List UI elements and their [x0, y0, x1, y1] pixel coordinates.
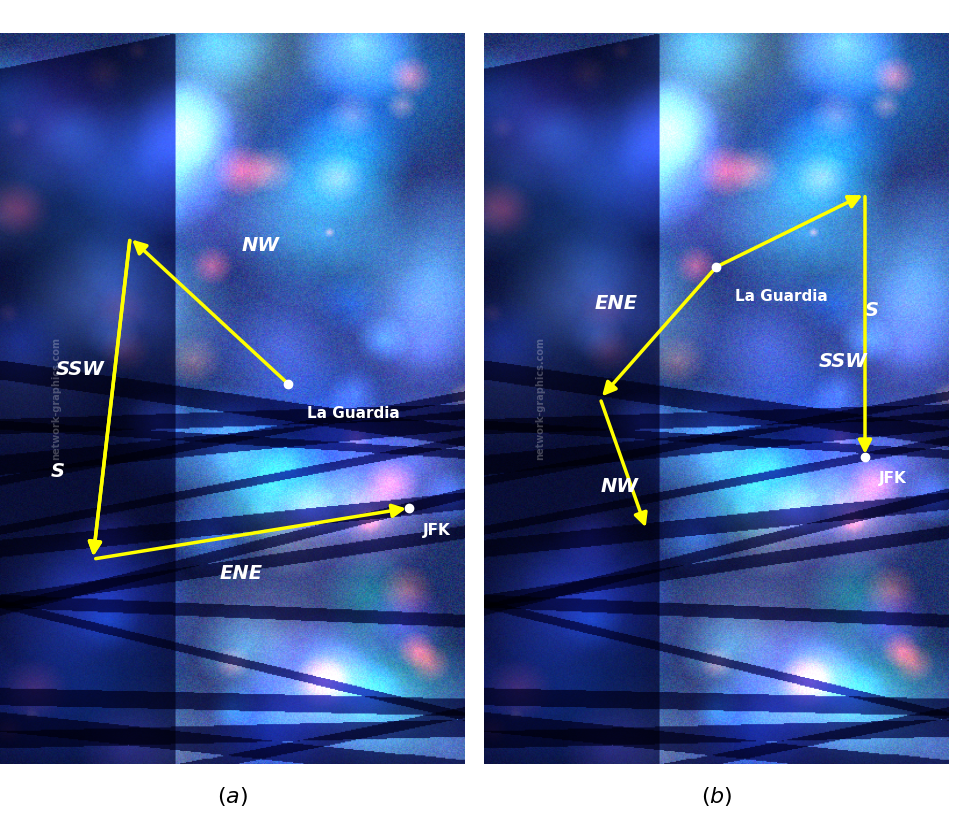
Text: $(b)$: $(b)$: [701, 785, 732, 808]
Text: La Guardia: La Guardia: [307, 406, 400, 421]
Text: S: S: [865, 301, 879, 320]
Text: $(a)$: $(a)$: [217, 785, 248, 808]
Text: network-graphics.com: network-graphics.com: [50, 337, 61, 460]
Text: La Guardia: La Guardia: [735, 289, 828, 304]
Text: NW: NW: [600, 476, 638, 496]
Text: ENE: ENE: [220, 564, 263, 583]
Text: SSW: SSW: [56, 359, 105, 378]
Text: S: S: [51, 462, 65, 481]
Text: ENE: ENE: [594, 294, 637, 313]
Text: JFK: JFK: [423, 523, 450, 538]
Text: NW: NW: [242, 236, 280, 255]
Text: JFK: JFK: [879, 471, 907, 486]
Text: network-graphics.com: network-graphics.com: [534, 337, 545, 460]
Text: SSW: SSW: [819, 353, 867, 371]
